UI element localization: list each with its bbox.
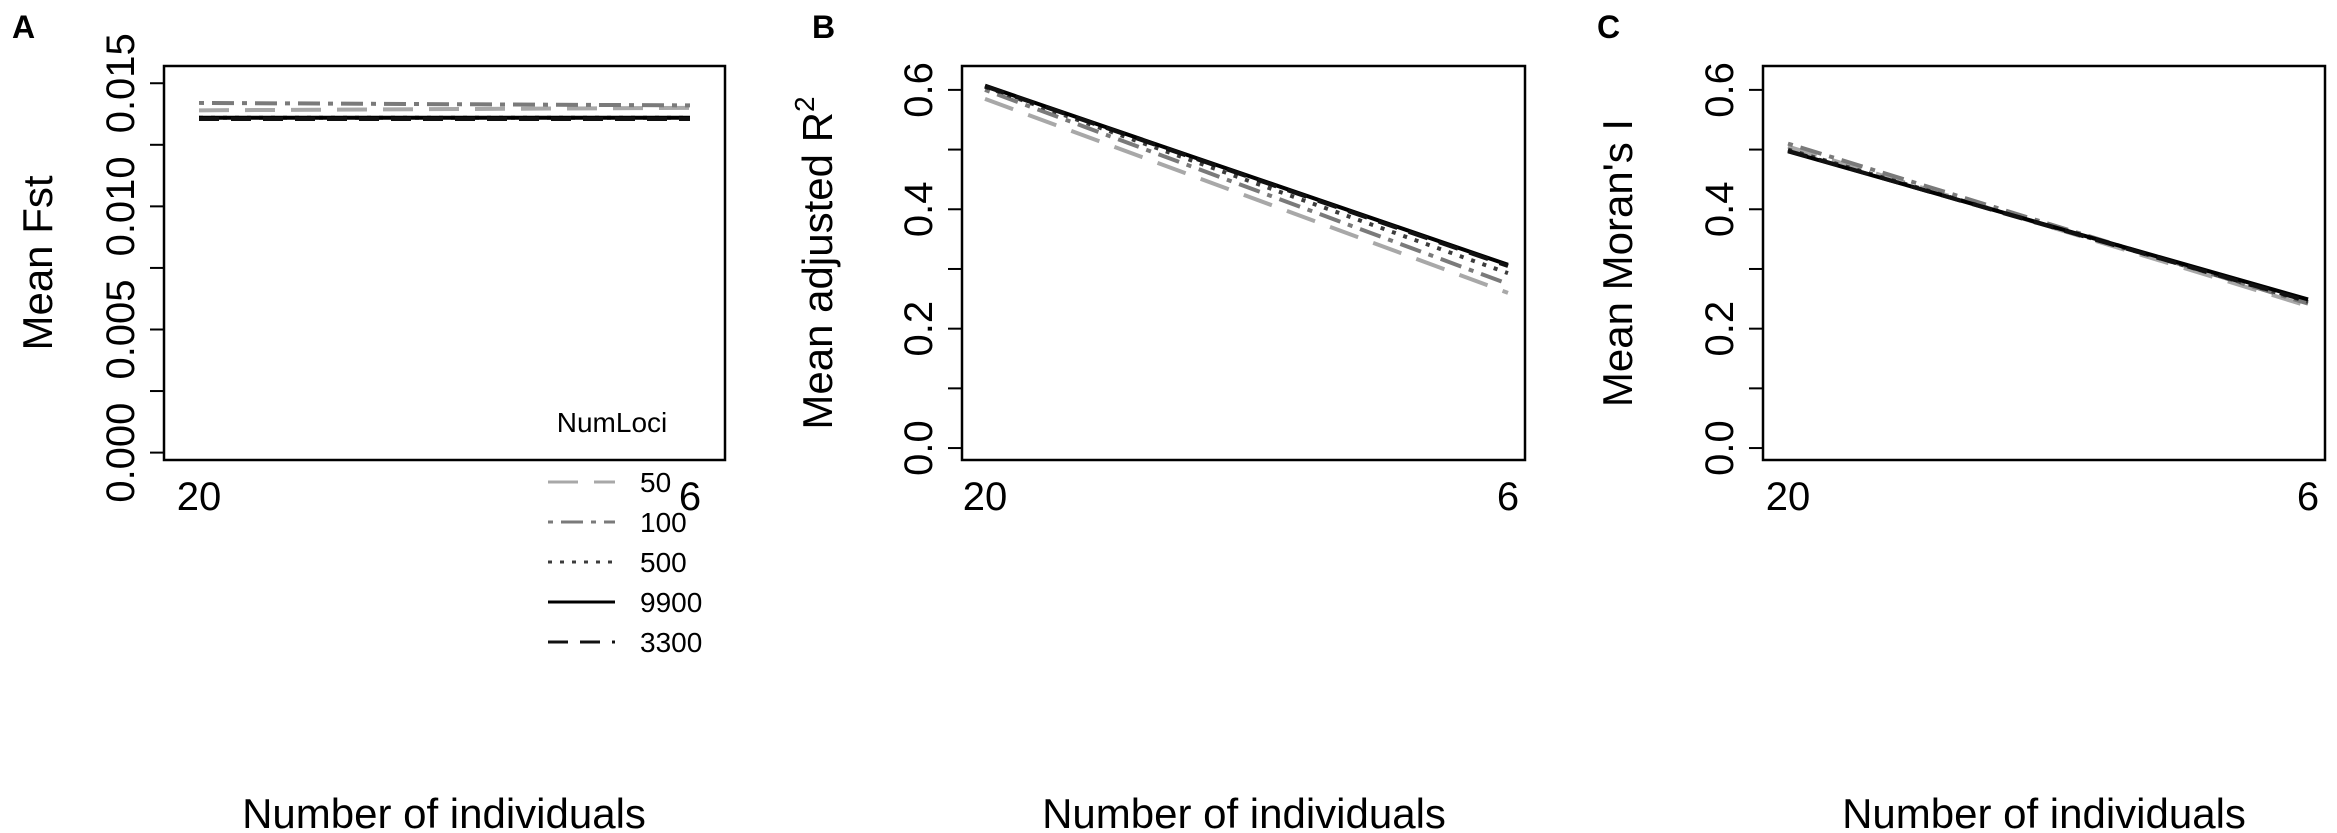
y-tick-label: 0.005 (99, 279, 143, 379)
panel-label: B (812, 9, 835, 45)
legend-label: 3300 (640, 627, 702, 658)
series-line-500 (984, 85, 1509, 276)
series-lines (1787, 141, 2309, 308)
y-tick-label: 0.2 (897, 301, 941, 357)
x-axis: 20 6 (1766, 475, 2319, 519)
y-axis-label: Mean Fst (14, 175, 61, 350)
series-line-3300 (984, 84, 1509, 268)
series-line-50 (984, 96, 1509, 295)
y-tick-label: 0.4 (1698, 181, 1742, 237)
series-lines (984, 83, 1509, 295)
y-axis-label: Mean Moran's I (1594, 119, 1641, 407)
y-tick-label: 0.6 (897, 62, 941, 118)
panel-label: A (12, 9, 35, 45)
x-tick-label: 20 (177, 475, 222, 519)
x-axis-label: Number of individuals (1042, 790, 1446, 833)
x-axis: 20 6 (963, 475, 1519, 519)
y-axis: 0.0 0.2 0.4 0.6 (1698, 62, 1763, 476)
x-tick-label: 6 (1497, 475, 1519, 519)
plot-frame (162, 64, 727, 462)
series-line-100 (984, 88, 1509, 286)
y-axis-label: Mean adjusted R2 (789, 96, 841, 429)
series-line-100 (198, 100, 691, 108)
legend-title: NumLoci (557, 407, 667, 438)
panel-label: C (1597, 9, 1620, 45)
y-axis: 0.000 0.005 0.010 0.015 (99, 33, 164, 503)
y-tick-label: 0.2 (1698, 301, 1742, 357)
panel-c: C 0.0 0.2 0.4 0.6 20 6 Number of individuals Mea… (1594, 9, 2327, 833)
legend-label: 9900 (640, 587, 702, 618)
plot-frame (1761, 64, 2327, 462)
y-tick-label: 0.010 (99, 156, 143, 256)
legend: NumLoci 50 100 500 9900 3300 (548, 407, 702, 658)
series-line-3300 (1787, 148, 2309, 304)
x-tick-label: 20 (1766, 475, 1811, 519)
series-lines (198, 100, 691, 121)
y-axis-label-text: Mean Moran's I (1594, 119, 1641, 407)
y-tick-label: 0.6 (1698, 62, 1742, 118)
y-axis-label-text: Mean Fst (14, 175, 61, 350)
legend-label: 500 (640, 547, 687, 578)
panel-a: A 0.000 0.005 0.010 0.015 20 6 Number of indivi… (12, 9, 727, 833)
y-tick-label: 0.0 (1698, 420, 1742, 476)
x-axis-label: Number of individuals (1842, 790, 2246, 833)
x-tick-label: 20 (963, 475, 1008, 519)
y-tick-label: 0.000 (99, 403, 143, 503)
panel-b: B 0.0 0.2 0.4 0.6 20 6 Number of individuals Mea… (789, 9, 1527, 833)
y-axis: 0.0 0.2 0.4 0.6 (897, 62, 962, 476)
y-axis-label-text: Mean adjusted R (794, 112, 841, 430)
plot-frame (960, 64, 1527, 462)
x-axis: 20 6 (177, 475, 701, 519)
y-axis-label-superscript: 2 (789, 96, 820, 112)
x-tick-label: 6 (679, 475, 701, 519)
series-line-50 (198, 105, 691, 113)
y-tick-label: 0.4 (897, 181, 941, 237)
x-axis-label: Number of individuals (242, 790, 646, 833)
y-tick-label: 0.0 (897, 420, 941, 476)
y-tick-label: 0.015 (99, 33, 143, 133)
x-tick-label: 6 (2297, 475, 2319, 519)
legend-label: 100 (640, 507, 687, 538)
legend-label: 50 (640, 467, 671, 498)
